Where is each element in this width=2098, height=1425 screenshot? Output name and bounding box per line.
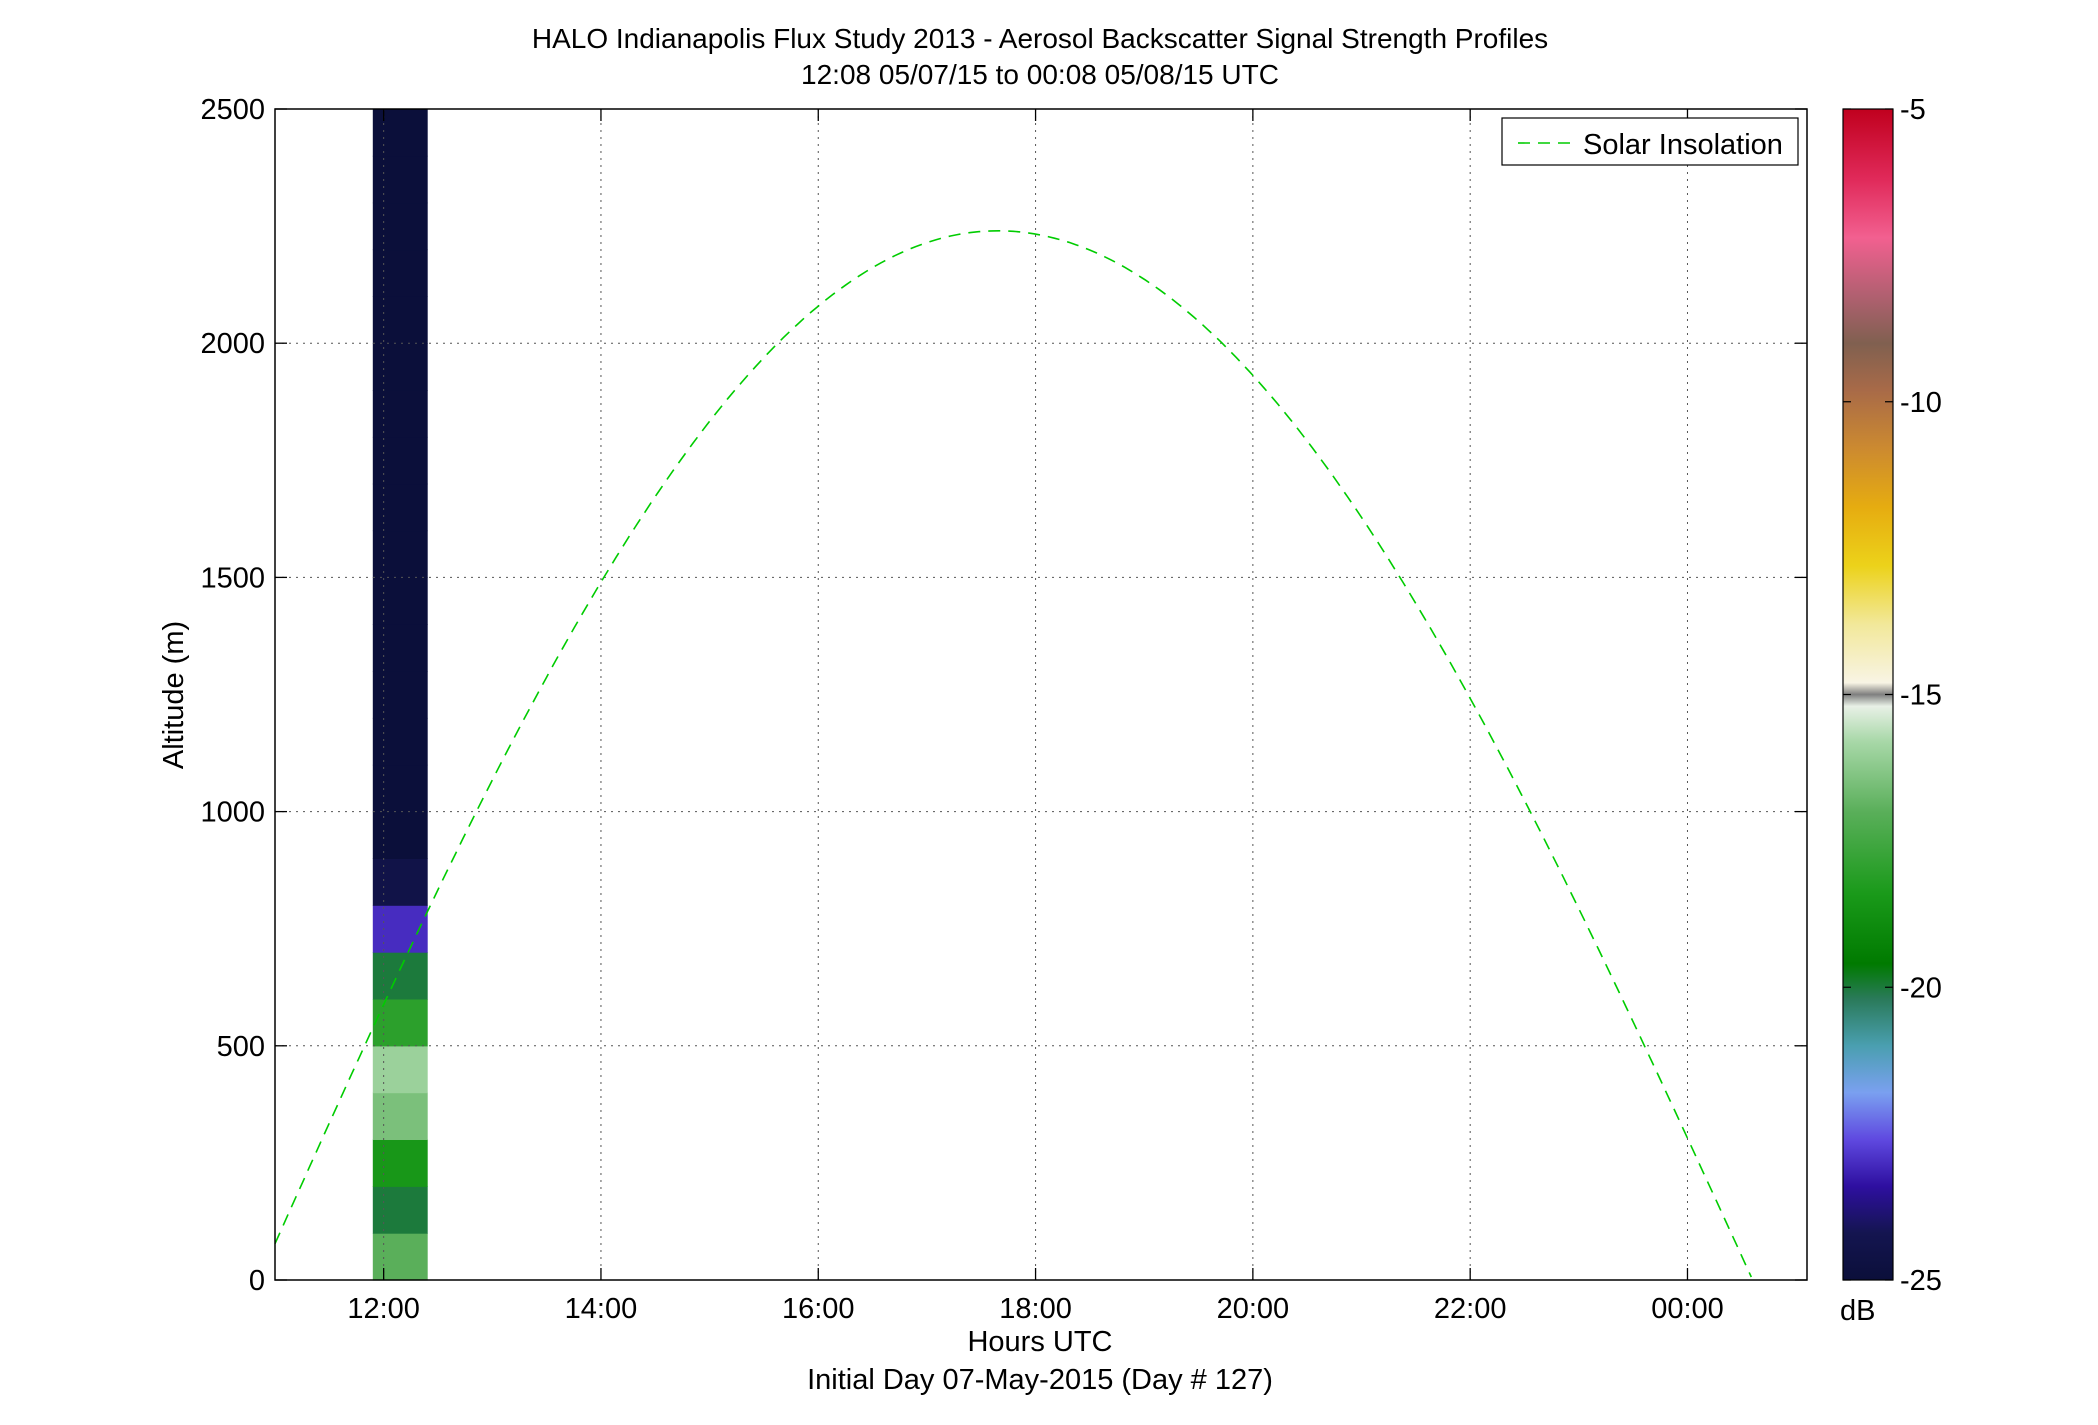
heatmap-cell [372,530,428,578]
legend-label-solar: Solar Insolation [1583,129,1783,161]
x-tick-label: 16:00 [782,1293,855,1325]
heatmap-cell [372,202,428,251]
x-tick-label: 00:00 [1651,1293,1724,1325]
y-axis: 0 500 1000 1500 2000 2500 [200,94,1807,1297]
colorbar-tick-label: -5 [1900,94,1926,126]
chart-subtitle: 12:08 05/07/15 to 00:08 05/08/15 UTC [801,59,1279,90]
plot-area: 12:00 14:00 16:00 18:00 20:00 22:00 00:00 0 500… [200,94,1808,1325]
legend: Solar Insolation [1501,117,1799,166]
heatmap-cell [372,717,428,766]
heatmap-cell [372,390,428,438]
solar-insolation-curve [274,229,1753,1278]
y-tick-label: 1500 [200,562,265,594]
x-tick-label: 20:00 [1217,1293,1290,1325]
heatmap-cell [372,1092,428,1140]
heatmap-cell [372,1139,428,1187]
x-axis-label: Hours UTC [967,1326,1112,1358]
y-tick-label: 500 [217,1031,265,1063]
colorbar-gradient [1842,108,1894,1281]
colorbar-tick-label: -20 [1900,972,1942,1004]
colorbar-ticks: -5 -10 -15 -20 -25 [1843,94,1942,1297]
x-tick-label: 18:00 [999,1293,1072,1325]
heatmap-cell [372,1045,428,1094]
heatmap-cell [372,811,428,859]
x-tick-label: 14:00 [565,1293,638,1325]
x-tick-label: 12:00 [347,1293,420,1325]
heatmap-cell [372,1233,428,1281]
heatmap-cell [372,343,428,391]
heatmap-cell [372,483,428,532]
heatmap-cell [372,109,428,157]
colorbar: -5 -10 -15 -20 -25 dB [1840,94,1942,1327]
heatmap-cell [372,671,428,719]
y-tick-label: 2000 [200,328,265,360]
heatmap-cell [372,249,428,297]
heatmap-cell [372,858,428,906]
heatmap-cell [372,999,428,1047]
heatmap-cell [372,952,428,1000]
plot-frame [274,108,1808,1281]
y-tick-label: 2500 [200,94,265,126]
y-tick-label: 0 [249,1265,265,1297]
plot-background [275,109,1807,1280]
colorbar-tick-label: -25 [1900,1265,1942,1297]
heatmap-cell [372,436,428,485]
x-tick-label: 22:00 [1434,1293,1507,1325]
y-axis-label: Altitude (m) [158,621,190,769]
heatmap-cell [372,764,428,813]
x-axis: 12:00 14:00 16:00 18:00 20:00 22:00 00:00 [347,109,1724,1325]
heatmap-cell [372,577,428,625]
colorbar-tick-label: -15 [1900,680,1942,712]
chart-title: HALO Indianapolis Flux Study 2013 - Aero… [532,23,1548,54]
backscatter-cells [372,109,428,1281]
heatmap-cell [372,296,428,344]
y-tick-label: 1000 [200,797,265,829]
heatmap-cell [372,1186,428,1234]
x-axis-sublabel: Initial Day 07-May-2015 (Day # 127) [807,1364,1273,1396]
legend-box [1501,117,1799,166]
heatmap-cell [372,155,428,204]
heatmap-cell [372,624,428,672]
colorbar-tick-label: -10 [1900,387,1942,419]
colorbar-unit: dB [1840,1295,1875,1327]
